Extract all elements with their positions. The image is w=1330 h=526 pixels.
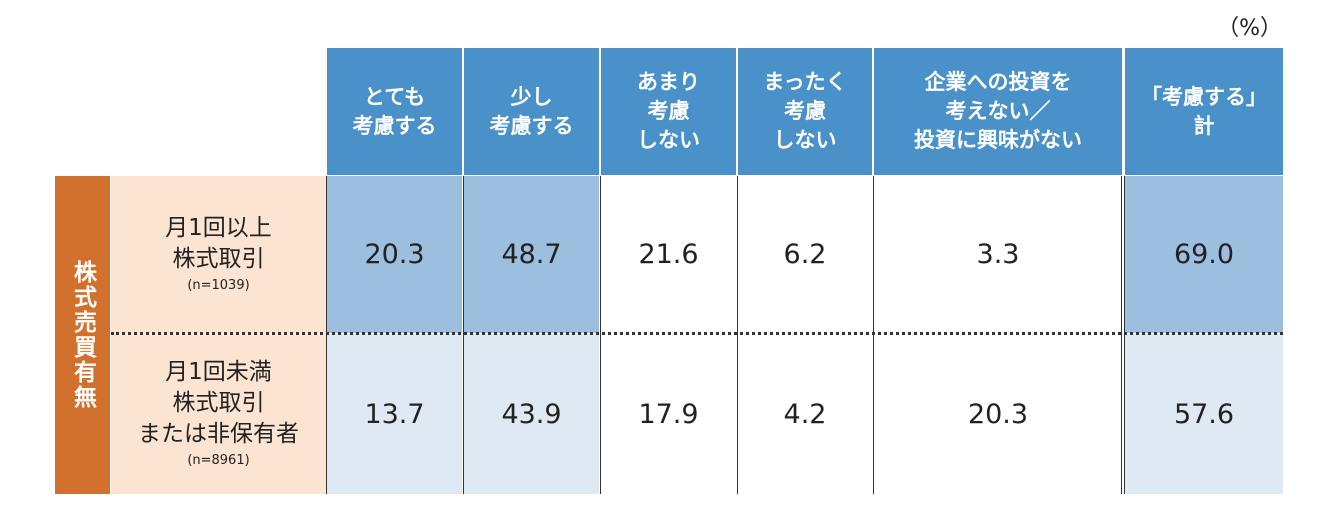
row-label-line: または非保有者 bbox=[138, 420, 299, 447]
column-divider bbox=[600, 176, 601, 494]
header-line: 考慮する bbox=[489, 113, 574, 138]
value-cell: 69.0 bbox=[1125, 176, 1283, 333]
row-group-label: 株式売買有無 bbox=[55, 176, 110, 494]
header-line: 企業への投資を bbox=[924, 70, 1072, 94]
row-label-line: 月1回未満 bbox=[165, 358, 272, 385]
column-header: まったく 考慮 しない bbox=[738, 48, 872, 175]
value-cell: 48.7 bbox=[464, 176, 599, 333]
column-header: 企業への投資を 考えない／ 投資に興味がない bbox=[874, 48, 1122, 175]
value-cell: 3.3 bbox=[874, 176, 1122, 333]
header-line: 考慮する bbox=[352, 113, 437, 138]
row-label: 月1回以上株式取引 (n=1039) bbox=[111, 176, 326, 333]
value-cell: 13.7 bbox=[327, 334, 462, 494]
unit-label: （%） bbox=[1217, 16, 1282, 41]
header-line: 考慮 bbox=[784, 99, 826, 123]
header-line: 考えない／ bbox=[945, 99, 1051, 123]
header-line: 投資に興味がない bbox=[914, 128, 1082, 152]
column-divider bbox=[873, 176, 874, 494]
sample-size: (n=1039) bbox=[187, 277, 250, 293]
column-header: 少し 考慮する bbox=[464, 48, 599, 175]
header-line: しない bbox=[637, 128, 700, 152]
header-line: とても bbox=[363, 84, 426, 109]
column-divider bbox=[1124, 176, 1125, 494]
value-cell: 21.6 bbox=[601, 176, 736, 333]
value-cell: 57.6 bbox=[1125, 334, 1283, 494]
row-label: 月1回未満株式取引または非保有者 (n=8961) bbox=[111, 334, 326, 494]
value-cell: 43.9 bbox=[464, 334, 599, 494]
value-cell: 17.9 bbox=[601, 334, 736, 494]
row-label-line: 株式取引 bbox=[172, 245, 265, 272]
header-line: 考慮 bbox=[647, 99, 690, 123]
header-line: 少し bbox=[510, 84, 553, 109]
value-cell: 20.3 bbox=[874, 334, 1122, 494]
header-line: しない bbox=[773, 128, 837, 152]
sample-size: (n=8961) bbox=[187, 452, 250, 468]
column-divider bbox=[326, 176, 327, 494]
value-cell: 4.2 bbox=[738, 334, 872, 494]
row-label-line: 株式取引 bbox=[172, 389, 265, 416]
header-line: 計 bbox=[1193, 113, 1215, 138]
column-header: あまり 考慮 しない bbox=[601, 48, 736, 175]
row-label-line: 月1回以上 bbox=[165, 214, 272, 241]
header-line: まったく bbox=[763, 70, 847, 94]
column-divider bbox=[463, 176, 464, 494]
header-line: あまり bbox=[637, 70, 700, 94]
column-divider bbox=[1121, 176, 1122, 494]
header-line: 「考慮する」 bbox=[1141, 84, 1267, 109]
value-cell: 20.3 bbox=[327, 176, 462, 333]
row-divider bbox=[111, 332, 1283, 335]
column-header: とても 考慮する bbox=[327, 48, 462, 175]
column-divider bbox=[737, 176, 738, 494]
column-header: 「考慮する」計 bbox=[1125, 48, 1283, 175]
value-cell: 6.2 bbox=[738, 176, 872, 333]
